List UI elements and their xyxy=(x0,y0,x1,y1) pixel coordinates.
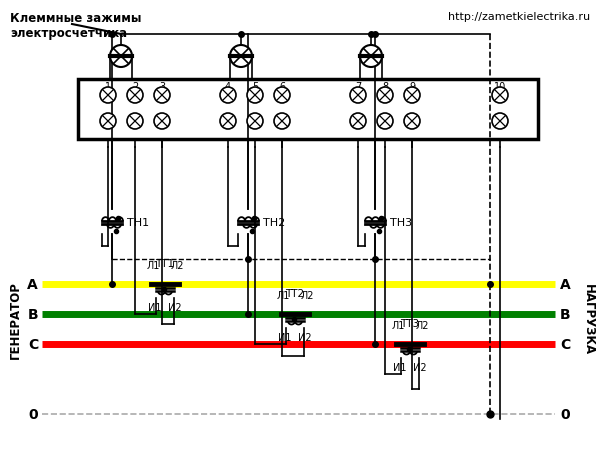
Circle shape xyxy=(377,88,393,104)
Text: C: C xyxy=(28,337,38,351)
Text: И1: И1 xyxy=(393,362,407,372)
Text: http://zametkielectrika.ru: http://zametkielectrika.ru xyxy=(448,12,590,22)
Text: 1: 1 xyxy=(105,82,111,92)
Circle shape xyxy=(492,88,508,104)
Text: ТН2: ТН2 xyxy=(263,217,285,227)
Circle shape xyxy=(110,46,132,68)
Circle shape xyxy=(154,114,170,130)
Text: 0: 0 xyxy=(560,407,569,421)
Text: 4: 4 xyxy=(225,82,231,92)
Text: 2: 2 xyxy=(132,82,138,92)
Text: 8: 8 xyxy=(382,82,388,92)
Text: ТТ3: ТТ3 xyxy=(400,318,419,328)
Text: 6: 6 xyxy=(279,82,285,92)
Circle shape xyxy=(360,46,382,68)
Text: A: A xyxy=(560,277,571,291)
Circle shape xyxy=(220,114,236,130)
Text: ТТ2: ТТ2 xyxy=(286,288,305,299)
Text: B: B xyxy=(560,307,571,321)
Circle shape xyxy=(247,114,263,130)
Circle shape xyxy=(220,88,236,104)
Text: Л1: Л1 xyxy=(391,320,404,330)
Circle shape xyxy=(350,88,366,104)
Text: 3: 3 xyxy=(159,82,165,92)
Text: Л2: Л2 xyxy=(300,290,314,300)
Circle shape xyxy=(154,88,170,104)
Text: ТН1: ТН1 xyxy=(127,217,149,227)
Text: И1: И1 xyxy=(278,332,292,342)
Text: Л1: Л1 xyxy=(277,290,290,300)
Text: ТН3: ТН3 xyxy=(390,217,412,227)
Circle shape xyxy=(127,88,143,104)
Text: И2: И2 xyxy=(413,362,427,372)
Text: Л1: Л1 xyxy=(146,260,160,271)
Text: 5: 5 xyxy=(252,82,258,92)
Text: ГЕНЕРАТОР: ГЕНЕРАТОР xyxy=(8,281,22,358)
Circle shape xyxy=(492,114,508,130)
Circle shape xyxy=(274,88,290,104)
Text: Л2: Л2 xyxy=(415,320,429,330)
Text: И1: И1 xyxy=(148,302,162,312)
Circle shape xyxy=(100,88,116,104)
Text: Л2: Л2 xyxy=(170,260,184,271)
Text: 10: 10 xyxy=(494,82,506,92)
Circle shape xyxy=(404,114,420,130)
Text: 9: 9 xyxy=(409,82,415,92)
Circle shape xyxy=(404,88,420,104)
Circle shape xyxy=(100,114,116,130)
Text: 7: 7 xyxy=(355,82,361,92)
Text: B: B xyxy=(28,307,38,321)
Text: И2: И2 xyxy=(168,302,182,312)
Text: И2: И2 xyxy=(298,332,312,342)
Text: A: A xyxy=(27,277,38,291)
Text: Клеммные зажимы
электросчетчика: Клеммные зажимы электросчетчика xyxy=(10,12,142,40)
Bar xyxy=(78,80,538,140)
Text: C: C xyxy=(560,337,570,351)
Circle shape xyxy=(377,114,393,130)
Text: ТТ1: ТТ1 xyxy=(155,258,175,268)
Circle shape xyxy=(230,46,252,68)
Text: НАГРУЗКА: НАГРУЗКА xyxy=(581,284,595,355)
Circle shape xyxy=(274,114,290,130)
Circle shape xyxy=(350,114,366,130)
Circle shape xyxy=(247,88,263,104)
Circle shape xyxy=(127,114,143,130)
Text: 0: 0 xyxy=(28,407,38,421)
